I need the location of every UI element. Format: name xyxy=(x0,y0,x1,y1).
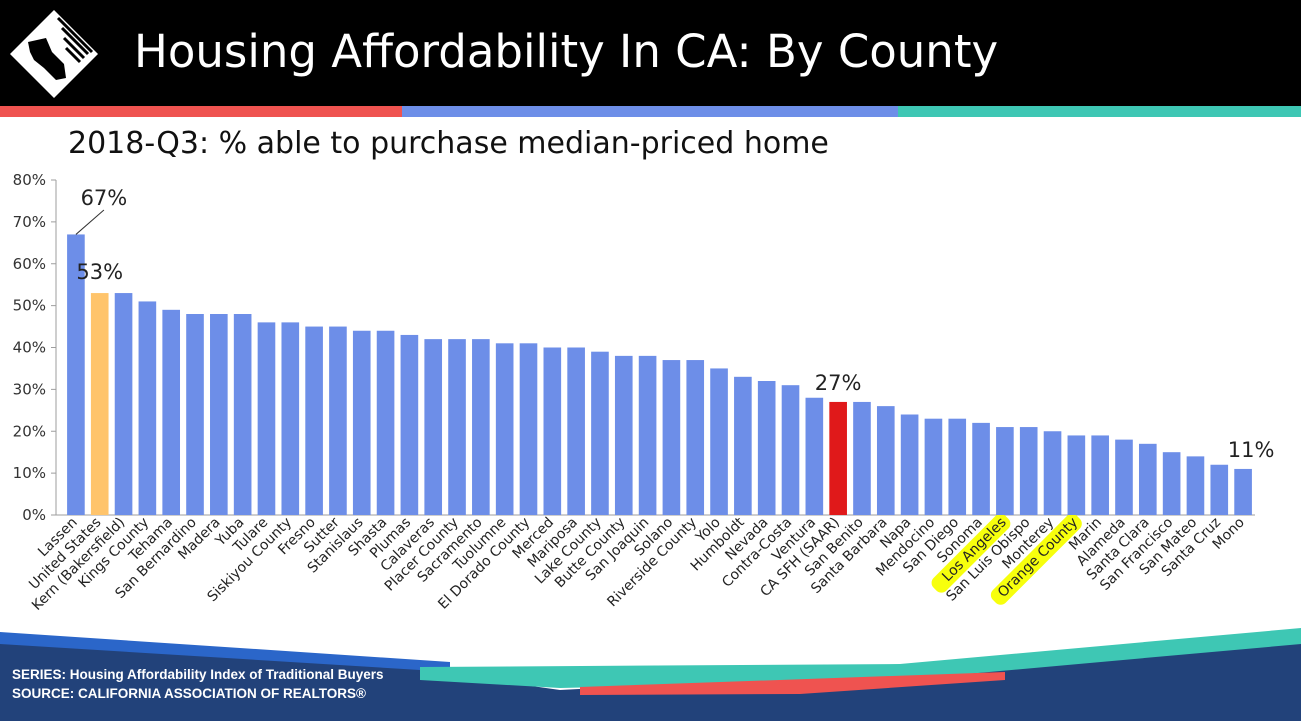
y-tick-label: 10% xyxy=(13,464,46,482)
footer-band xyxy=(0,628,1301,721)
bar-chart: 0% 10% 20% 30% 40% 50% 60% 70% 80% LassenUnited … xyxy=(13,171,1275,614)
bar xyxy=(281,322,300,515)
bar xyxy=(210,314,228,515)
bar xyxy=(1162,452,1181,515)
bar xyxy=(400,334,419,515)
bar xyxy=(710,368,728,515)
data-label: 27% xyxy=(815,371,862,395)
y-tick-label: 0% xyxy=(22,506,46,524)
bar xyxy=(1043,431,1062,515)
data-label: 67% xyxy=(81,186,128,210)
bar xyxy=(948,418,967,515)
bar xyxy=(162,309,181,515)
data-label: 53% xyxy=(76,260,123,284)
annotation-leader-line xyxy=(75,209,105,235)
bar xyxy=(662,360,681,515)
bars xyxy=(67,234,1252,515)
bar xyxy=(495,343,514,515)
y-tick-label: 30% xyxy=(13,380,46,398)
footer-red-band xyxy=(580,672,1005,695)
page-title: Housing Affordability In CA: By County xyxy=(134,25,999,78)
y-tick-label: 80% xyxy=(13,171,46,189)
label-highlights xyxy=(931,513,1082,605)
label-highlight xyxy=(990,513,1082,605)
bar xyxy=(1186,456,1205,515)
bar xyxy=(1091,435,1109,515)
y-tick-label: 20% xyxy=(13,422,46,440)
bar xyxy=(781,385,800,515)
y-tick-label: 60% xyxy=(13,255,46,273)
bar xyxy=(305,326,323,515)
bar xyxy=(1138,443,1157,515)
chart-title: 2018-Q3: % able to purchase median-price… xyxy=(68,126,829,161)
bar xyxy=(567,347,585,515)
bar xyxy=(114,293,133,515)
data-label: 11% xyxy=(1228,438,1275,462)
y-axis: 0% 10% 20% 30% 40% 50% 60% 70% 80% xyxy=(13,171,1255,524)
bar xyxy=(900,414,919,515)
bar xyxy=(853,401,871,515)
bar xyxy=(543,347,562,515)
bar xyxy=(519,343,538,515)
footer-source: SOURCE: CALIFORNIA ASSOCIATION OF REALTO… xyxy=(12,686,366,701)
bar xyxy=(829,401,847,515)
bar xyxy=(972,422,990,515)
bar xyxy=(67,234,85,515)
y-tick-label: 70% xyxy=(13,213,46,231)
y-tick-label: 40% xyxy=(13,339,46,357)
y-tick-label: 50% xyxy=(13,297,46,315)
label-highlight xyxy=(931,513,1011,593)
bar xyxy=(186,314,204,515)
footer-series: SERIES: Housing Affordability Index of T… xyxy=(12,667,384,682)
bar xyxy=(257,322,276,515)
annotations: 67% 53% 27% 11% xyxy=(75,186,1275,462)
bar xyxy=(1210,464,1229,515)
bar xyxy=(638,355,657,515)
bar xyxy=(686,360,705,515)
bar xyxy=(876,406,895,515)
bar xyxy=(329,326,347,515)
bar xyxy=(352,330,371,515)
bar xyxy=(805,397,824,515)
bar xyxy=(138,301,157,515)
bar xyxy=(1234,468,1252,515)
highlight-mark xyxy=(931,513,1011,593)
bar xyxy=(924,418,943,515)
stripe-blue xyxy=(402,106,898,117)
bar xyxy=(1115,439,1133,515)
bar xyxy=(591,351,609,515)
bar xyxy=(996,427,1014,515)
stripe-teal xyxy=(898,106,1301,117)
bar xyxy=(757,381,776,515)
bar xyxy=(1019,427,1038,515)
bar xyxy=(614,355,633,515)
bar xyxy=(734,376,752,515)
california-realtors-logo-icon xyxy=(10,10,98,98)
bar xyxy=(424,339,443,515)
bar xyxy=(90,293,109,515)
bar xyxy=(448,339,466,515)
header-bar: Housing Affordability In CA: By County xyxy=(0,0,1301,106)
highlight-mark xyxy=(990,513,1082,605)
bar xyxy=(1067,435,1086,515)
bar xyxy=(233,314,252,515)
bar xyxy=(472,339,490,515)
footer-navy-band xyxy=(0,640,1301,721)
bar xyxy=(376,330,395,515)
footer-teal-band xyxy=(420,628,1301,688)
stripe-red xyxy=(0,106,402,117)
